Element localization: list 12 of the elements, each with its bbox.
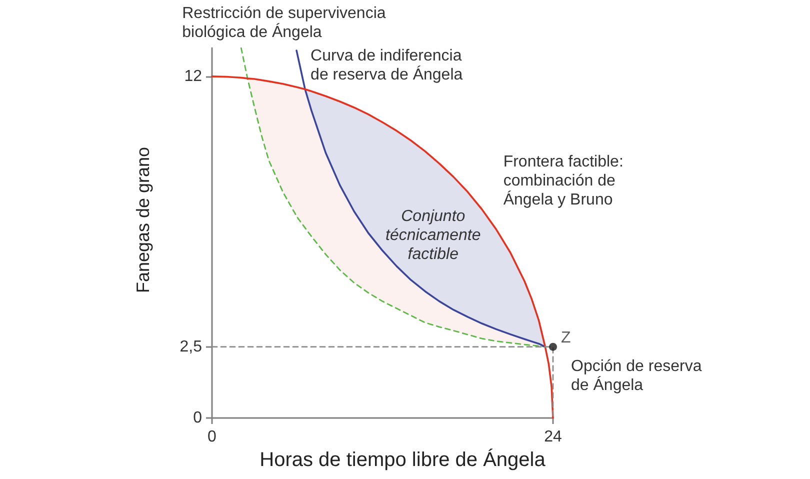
series-label: Frontera factible: combinación de Ángela y Bruno bbox=[503, 154, 624, 209]
y-tick-label: 2,5 bbox=[180, 338, 202, 356]
annotation: Conjunto técnicamente factible bbox=[386, 208, 481, 263]
annotation: Opción de reserva de Ángela bbox=[571, 358, 702, 394]
y-tick-label: 12 bbox=[184, 68, 202, 85]
y-tick-label: 0 bbox=[193, 410, 202, 426]
x-axis-title: Horas de tiempo libre de Ángela bbox=[260, 448, 546, 471]
x-tick-label: 24 bbox=[544, 428, 562, 446]
text: Restricción de supervivencia biológica de Ángela bbox=[182, 5, 386, 41]
y-axis-title: Fanegas de grano bbox=[133, 146, 153, 294]
series-label: Curva de indiferencia de reserva de Ángela bbox=[310, 48, 463, 84]
series-label: Z bbox=[561, 329, 571, 346]
